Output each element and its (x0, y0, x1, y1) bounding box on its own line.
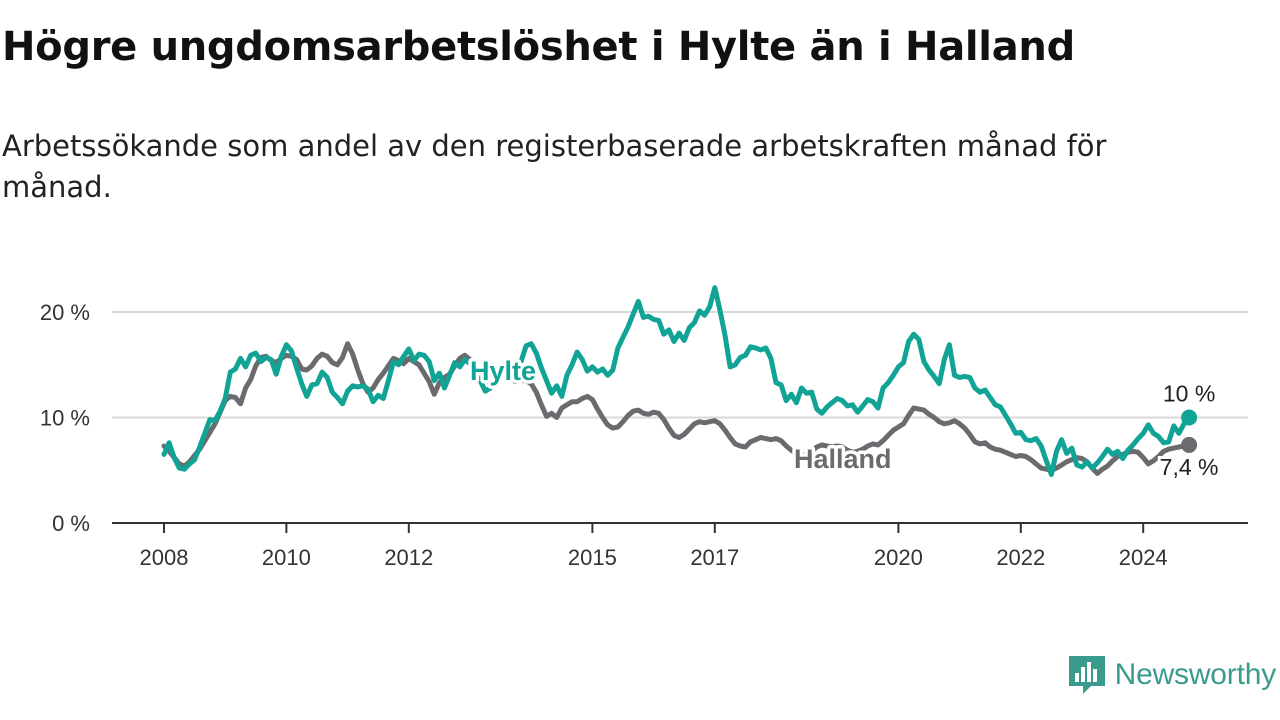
x-tick-label: 2024 (1119, 545, 1168, 570)
y-tick-label: 10 % (40, 406, 90, 431)
y-tick-label: 20 % (40, 300, 90, 325)
newsworthy-logo-icon (1068, 656, 1105, 694)
series-end-point-hylte (1181, 409, 1198, 426)
series-label-halland: Halland (794, 444, 892, 474)
series-line-halland (161, 341, 1192, 476)
x-tick-label: 2020 (874, 545, 923, 570)
chart-subtitle: Arbetssökande som andel av den registerb… (2, 129, 1107, 204)
series-label-hylte: Hylte (470, 356, 536, 386)
x-tick-label: 2022 (996, 545, 1045, 570)
series-labels: Hylte Halland 10 % 7,4 % (467, 353, 1222, 483)
chart-title: Högre ungdomsarbetslöshet i Hylte än i H… (2, 24, 1075, 70)
series-lines (161, 285, 1198, 477)
gridlines (112, 311, 1248, 419)
x-tick-label: 2017 (690, 545, 739, 570)
end-value-label-hylte: 10 % (1163, 381, 1215, 407)
x-tick-label: 2010 (262, 545, 311, 570)
brand-name: Newsworthy (1114, 658, 1277, 691)
end-value-label-halland: 7,4 % (1160, 454, 1219, 480)
x-tick-label: 2012 (384, 545, 433, 570)
x-tick-label: 2008 (140, 545, 189, 570)
axes: 0 % 10 % 20 % 2008 2010 2012 2015 2017 2020 2022 2… (40, 300, 1248, 570)
y-tick-label: 0 % (52, 511, 90, 536)
line-chart: 0 % 10 % 20 % 2008 2010 2012 2015 2017 2020 2022 2… (40, 285, 1248, 570)
brand-logo: Newsworthy (1068, 656, 1277, 694)
series-line-hylte (161, 285, 1192, 477)
x-tick-label: 2015 (568, 545, 617, 570)
series-end-point-halland (1181, 436, 1198, 453)
